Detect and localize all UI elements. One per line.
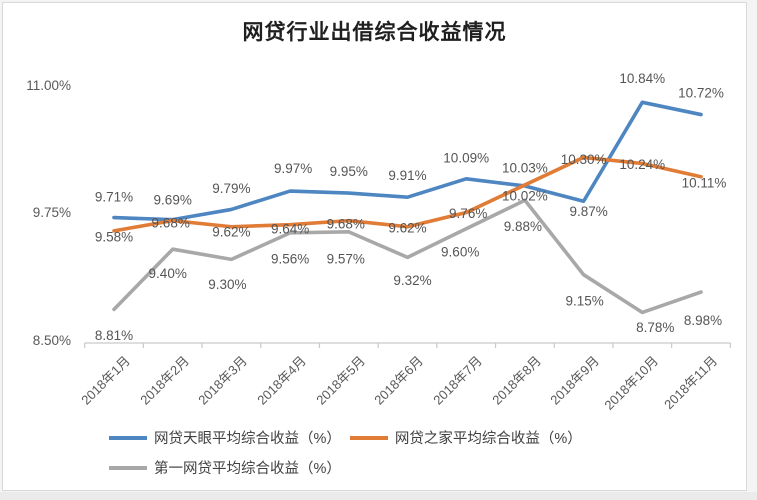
bottom-strip xyxy=(0,492,757,500)
x-axis-label: 2018年6月 xyxy=(371,353,427,408)
y-axis-tick-label: 8.50% xyxy=(32,333,71,348)
x-axis-label: 2018年1月 xyxy=(78,353,133,408)
chart-title: 网贷行业出借综合收益情况 xyxy=(242,21,507,44)
legend-row: 第一网贷平均综合收益（%） xyxy=(109,457,591,478)
legend-row: 网贷天眼平均综合收益（%） 网贷之家平均综合收益（%） xyxy=(109,427,591,448)
legend-item-diyiwangdai: 第一网贷平均综合收益（%） xyxy=(109,457,341,478)
x-axis-label: 2018年5月 xyxy=(312,353,368,408)
legend-label: 第一网贷平均综合收益（%） xyxy=(154,461,341,477)
legend-line-sample-blue xyxy=(109,435,147,440)
legend-line-sample-orange xyxy=(349,435,388,440)
y-axis-tick-label: 11.00% xyxy=(26,78,71,93)
x-axis-label: 2018年2月 xyxy=(136,353,192,408)
x-axis-label: 2018年4月 xyxy=(254,353,309,408)
x-axis-label: 2018年10月 xyxy=(601,353,662,413)
chart-frame: 网贷行业出借综合收益情况 11.00% 9.75% 8.50% 9.71% 9.6… xyxy=(2,2,747,491)
legend-label: 网贷之家平均综合收益（%） xyxy=(394,431,582,447)
y-axis-tick-label: 9.75% xyxy=(32,205,71,220)
x-axis-labels: 2018年1月 2018年2月 2018年3月 2018年4月 2018年5月 2018年… xyxy=(3,3,746,490)
legend-item-zhijia: 网贷之家平均综合收益（%） xyxy=(349,427,582,448)
legend-label: 网贷天眼平均综合收益（%） xyxy=(154,431,341,447)
x-axis-label: 2018年7月 xyxy=(430,353,485,408)
x-axis-label: 2018年3月 xyxy=(195,353,251,408)
legend-line-sample-gray xyxy=(109,465,147,470)
x-axis-label: 2018年9月 xyxy=(547,353,603,408)
legend: 网贷天眼平均综合收益（%） 网贷之家平均综合收益（%） 第一网贷平均综合收益（%… xyxy=(109,427,591,478)
x-axis-label: 2018年8月 xyxy=(489,353,544,408)
x-axis-label: 2018年11月 xyxy=(660,353,720,413)
legend-item-tianyan: 网贷天眼平均综合收益（%） xyxy=(109,427,341,448)
